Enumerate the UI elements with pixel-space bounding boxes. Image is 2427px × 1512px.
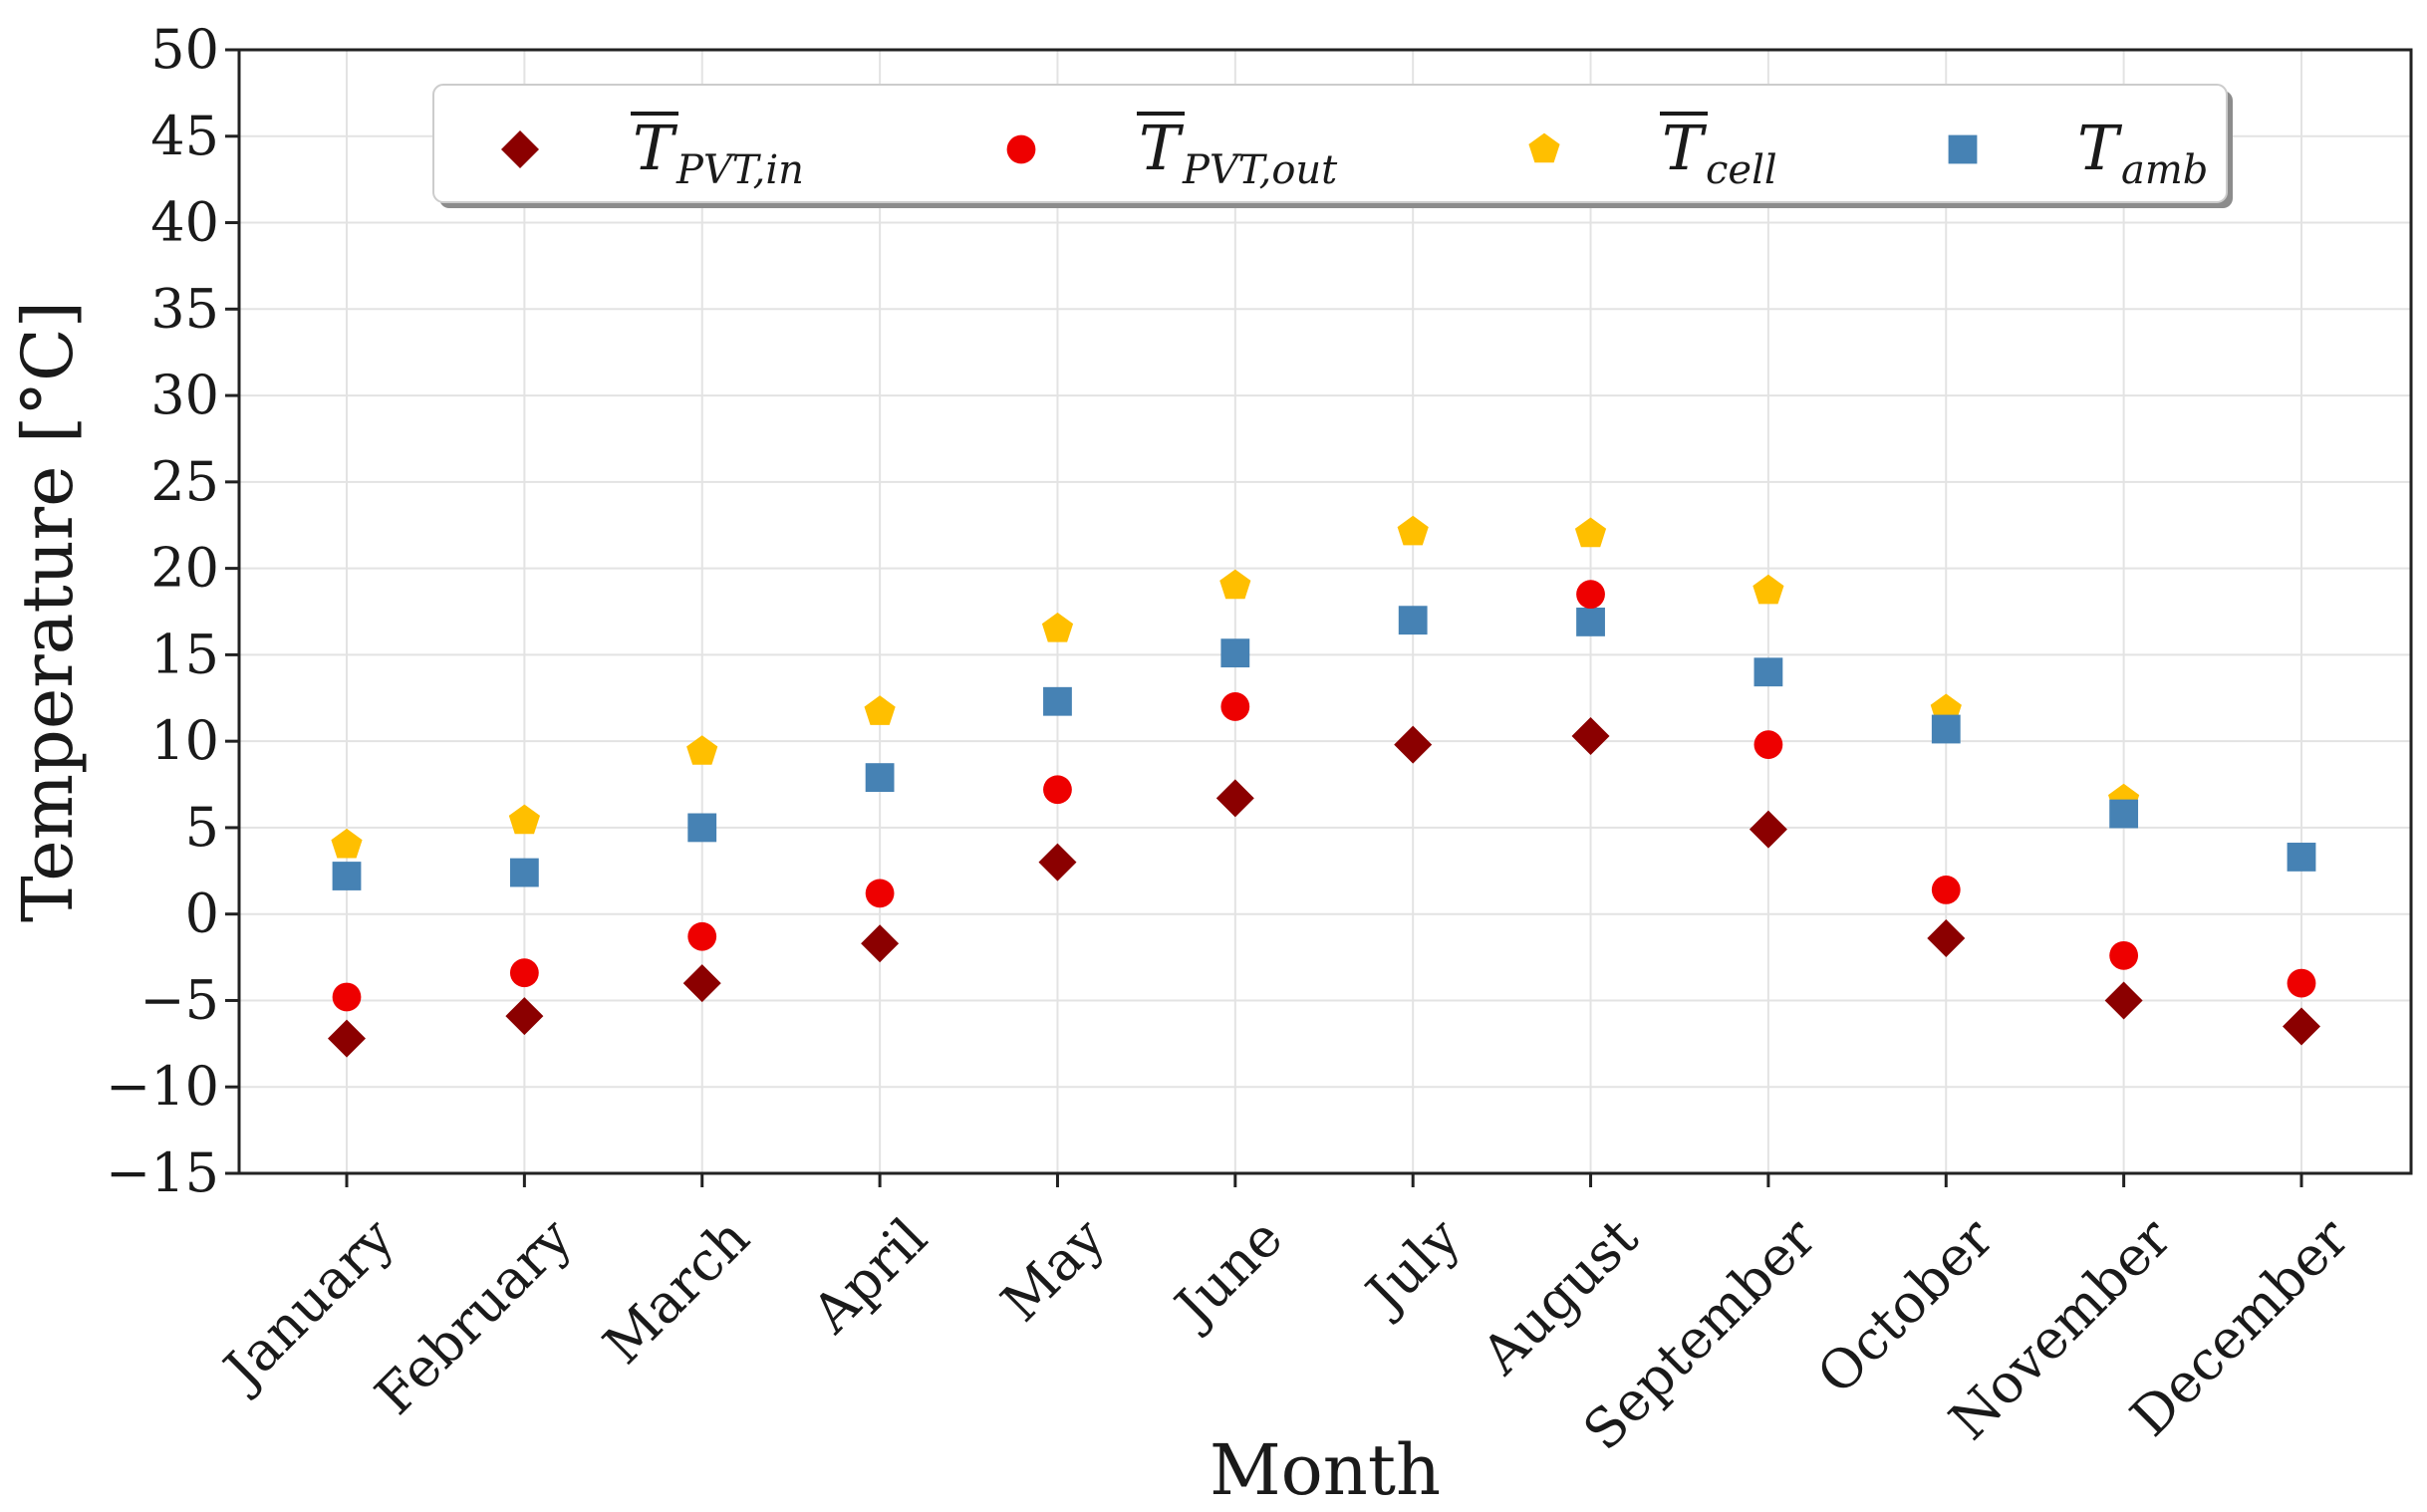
- data-point: [2104, 981, 2143, 1020]
- data-point: [865, 879, 895, 908]
- y-tick-label: 0: [185, 882, 219, 945]
- y-tick-label: −5: [139, 968, 219, 1031]
- data-point: [505, 997, 544, 1036]
- y-tick-label: 10: [150, 709, 219, 772]
- data-point: [2109, 940, 2139, 970]
- data-point: [1753, 574, 1784, 605]
- x-tick-label: February: [363, 1206, 584, 1427]
- data-point: [1576, 580, 1605, 610]
- data-point: [509, 958, 539, 988]
- legend-item: T PVT,out: [1006, 112, 1338, 193]
- data-point: [1753, 657, 1783, 687]
- y-tick-label: 20: [150, 537, 219, 600]
- legend-subscript: cell: [1706, 147, 1777, 193]
- series-circle: [332, 580, 2316, 1012]
- legend-marker: [501, 130, 539, 168]
- data-point: [328, 1019, 366, 1058]
- data-point: [1041, 613, 1074, 642]
- y-tick-label: 5: [185, 796, 219, 859]
- data-point: [1571, 716, 1610, 755]
- data-point: [332, 862, 362, 890]
- data-point: [1220, 638, 1250, 668]
- data-point: [1220, 692, 1250, 721]
- data-point: [864, 695, 896, 725]
- data-point: [686, 735, 718, 765]
- data-point: [508, 804, 540, 835]
- data-point: [1931, 714, 1961, 744]
- y-tick-label: 45: [150, 105, 219, 167]
- series-pentagon: [331, 515, 2140, 859]
- legend-marker: [1948, 134, 1978, 164]
- data-point: [687, 813, 717, 843]
- y-tick-label: 40: [150, 191, 219, 254]
- data-point: [331, 828, 363, 859]
- data-point: [1753, 730, 1783, 760]
- data-point: [1215, 779, 1254, 818]
- legend-box: [432, 84, 2228, 203]
- legend-subscript: PVT,in: [675, 147, 804, 193]
- y-tick-label: 35: [150, 277, 219, 340]
- data-point: [2287, 968, 2316, 998]
- y-axis: −15 −10 −5 0 5 10 15 20 25 30 35 40 45 50: [106, 18, 239, 1204]
- y-tick-label: 15: [150, 623, 219, 685]
- data-point: [1397, 515, 1429, 546]
- data-point: [1576, 608, 1605, 636]
- x-tick-label: April: [800, 1206, 940, 1346]
- legend-subscript: amb: [2121, 147, 2208, 193]
- legend-label: T: [2077, 112, 2123, 184]
- legend-label: T: [1139, 112, 1185, 184]
- x-tick-label: June: [1160, 1206, 1294, 1341]
- y-tick-label: −10: [106, 1055, 219, 1118]
- data-point: [1038, 843, 1077, 882]
- x-tick-label: May: [989, 1206, 1117, 1334]
- legend-label: T: [1662, 112, 1708, 184]
- x-tick-label: March: [592, 1206, 762, 1377]
- legend-item: T PVT,in: [501, 112, 804, 193]
- data-point: [2109, 799, 2139, 829]
- data-point: [1043, 775, 1072, 805]
- x-tick-label: August: [1470, 1206, 1651, 1387]
- data-point: [1394, 725, 1433, 764]
- y-tick-label: −15: [106, 1141, 219, 1204]
- data-point: [1574, 517, 1607, 548]
- legend-marker: [1528, 132, 1560, 163]
- data-point: [1219, 569, 1251, 600]
- grid-lines: [239, 49, 2411, 1174]
- data-point: [1927, 918, 1966, 957]
- y-tick-label: 25: [150, 450, 219, 513]
- data-point: [687, 921, 717, 951]
- plot-frame: [237, 48, 2413, 1175]
- x-axis-title: Month: [1210, 1429, 1441, 1511]
- data-point: [2287, 843, 2316, 872]
- data-point: [2283, 1007, 2320, 1046]
- data-point: [861, 924, 900, 963]
- data-series: [328, 515, 2320, 1058]
- data-point: [1043, 686, 1072, 716]
- series-square: [332, 606, 2316, 890]
- y-axis-title: Temperature [°C]: [7, 301, 89, 922]
- data-point: [509, 858, 539, 887]
- data-point: [682, 964, 721, 1003]
- y-tick-label: 50: [150, 18, 219, 81]
- legend-marker: [1006, 134, 1036, 164]
- data-point: [1398, 606, 1428, 635]
- x-tick-label: July: [1351, 1206, 1473, 1328]
- data-point: [1931, 875, 1961, 904]
- data-point: [332, 982, 362, 1012]
- series-diamond: [328, 716, 2320, 1058]
- data-point: [865, 763, 895, 792]
- y-tick-label: 30: [150, 364, 219, 426]
- data-point: [1749, 810, 1787, 849]
- legend-label: T: [633, 112, 678, 184]
- legend-subscript: PVT,out: [1182, 147, 1338, 193]
